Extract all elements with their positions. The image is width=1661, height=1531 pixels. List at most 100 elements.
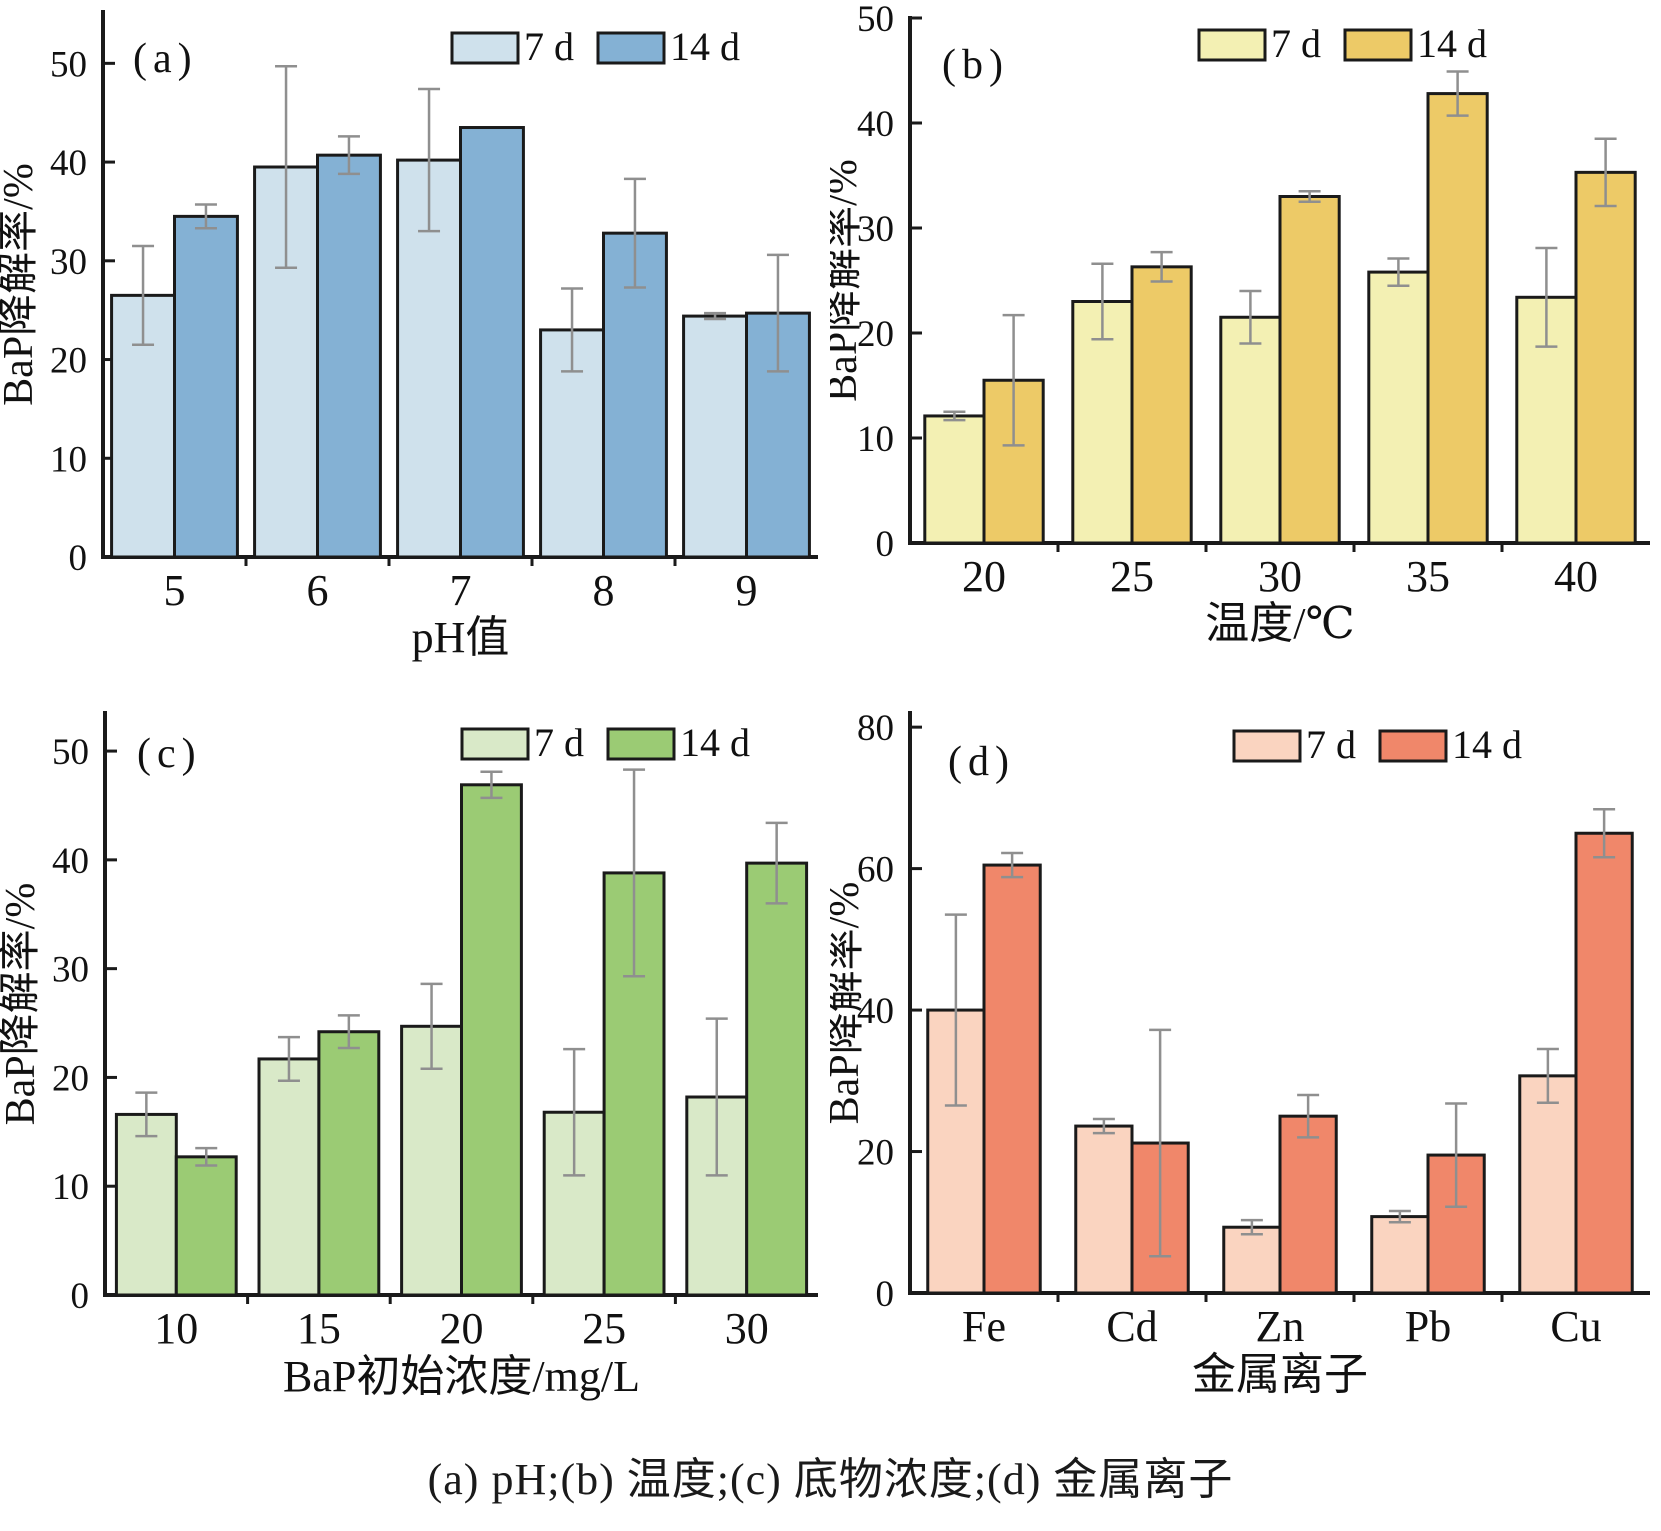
legend-label: 14 d [1452,722,1522,767]
legend-swatch-14d [1378,729,1448,763]
bar-14d-Cu [1574,831,1634,1295]
error-bar-7d-20 [420,982,443,1070]
y-tick-label: 50 [857,0,894,40]
error-bar-14d-Zn [1297,1093,1320,1139]
legend-swatch-7d [450,31,520,65]
bar-7d-Pb [1370,1215,1430,1295]
panel-b-temperature: 0 10 20 30 40 50 (b) 7 d 14 d 温度/℃ BaP降解率/% 20 25 30 3… [830,0,1661,665]
y-tick-label: 40 [857,991,894,1032]
error-bar-14d-Cu [1593,807,1616,859]
y-axis-title: BaP降解率/% [0,163,42,406]
y-tick-label: 50 [52,732,89,773]
bar-7d-35 [1367,270,1430,545]
legend-swatch-7d [1197,28,1267,62]
error-bar-14d-8 [623,177,646,289]
x-category-label: 20 [440,1304,484,1353]
panel-letter: (b) [942,42,1009,88]
error-bar-14d-9 [766,253,789,373]
legend-label: 7 d [1306,722,1356,767]
y-tick-label: 0 [876,524,895,565]
x-category-label: 6 [307,566,329,615]
bar-7d-9 [682,314,749,559]
x-category-label: 25 [582,1304,626,1353]
x-axis-title: 金属离子 [1192,1350,1368,1399]
x-axis-title: pH值 [412,613,510,662]
y-tick-label: 20 [857,1133,894,1174]
error-bar-7d-20 [943,410,966,422]
error-bar-7d-40 [1535,246,1558,348]
error-bar-14d-20 [1002,313,1025,447]
error-bar-14d-5 [194,203,217,230]
error-bar-7d-5 [132,244,155,346]
y-tick-label: 0 [69,538,88,579]
panel-a-ph: 0 10 20 30 40 50 (a) 7 d 14 d pH值 BaP降解率/% 5 6 7 8 9 [0,0,830,665]
bar-14d-5 [173,214,239,559]
error-bar-14d-30 [765,821,788,905]
bar-14d-35 [1426,92,1489,545]
error-bar-7d-Cu [1536,1047,1559,1104]
y-tick-label: 20 [857,314,894,355]
legend-swatch-7d [460,727,530,761]
x-category-label: 5 [164,566,186,615]
bar-14d-30 [1278,195,1341,545]
bar-14d-15 [317,1030,381,1297]
bar-14d-Fe [982,863,1042,1295]
x-category-label: 30 [1258,552,1302,601]
x-category-label: Cu [1550,1302,1601,1351]
x-category-label: 30 [725,1304,769,1353]
error-bar-7d-15 [277,1035,300,1082]
error-bar-14d-Pb [1445,1102,1468,1208]
panel-letter: (a) [133,36,198,82]
bar-7d-Cu [1518,1074,1578,1295]
y-tick-label: 30 [52,950,89,991]
x-category-label: Zn [1256,1302,1305,1351]
error-bar-7d-7 [418,87,441,233]
legend-label: 7 d [524,24,574,69]
y-tick-label: 10 [50,439,87,480]
x-category-label: Cd [1106,1302,1157,1351]
bar-14d-20 [460,783,523,1297]
error-bar-14d-35 [1446,70,1469,117]
panel-d-metal-ions: 0 20 40 60 80 (d) 7 d 14 d 金属离子 BaP降解率/% Fe Cd Zn Pb C… [830,665,1661,1415]
x-axis-title: BaP初始浓度/mg/L [283,1352,640,1401]
legend-label: 14 d [680,720,750,765]
y-axis-title: BaP降解率/% [0,883,44,1126]
bar-14d-30 [745,861,809,1297]
y-axis-title: BaP降解率/% [830,159,866,402]
y-axis-title: BaP降解率/% [830,882,868,1125]
x-category-label: 35 [1406,552,1450,601]
chart-a-ph-bar-chart: 0 10 20 30 40 50 (a) 7 d 14 d pH值 BaP降解率/% 5 6 7 8 9 [0,10,818,662]
y-tick-label: 30 [50,242,87,283]
bar-7d-20 [923,414,986,545]
legend-label: 14 d [670,24,740,69]
chart-d-metal-ion-bar-chart: 0 20 40 60 80 (d) 7 d 14 d 金属离子 BaP降解率/% Fe Cd Zn Pb C… [830,708,1650,1399]
error-bar-7d-10 [135,1091,158,1138]
bar-7d-Cd [1074,1124,1134,1295]
bar-7d-30 [1219,315,1282,545]
error-bar-14d-20 [480,770,503,800]
y-tick-label: 0 [876,1274,895,1315]
error-bar-7d-6 [275,65,298,269]
y-tick-label: 40 [50,143,87,184]
error-bar-14d-Fe [1001,851,1024,879]
error-bar-14d-40 [1594,137,1617,208]
error-bar-7d-25 [563,1047,586,1177]
error-bar-14d-25 [1150,250,1173,283]
x-category-label: Fe [962,1302,1006,1351]
legend-swatch-14d [1343,28,1413,62]
x-category-label: Pb [1405,1302,1451,1351]
figure-grid: 0 10 20 30 40 50 (a) 7 d 14 d pH值 BaP降解率/% 5 6 7 8 9 0 1… [0,0,1661,1415]
bar-14d-7 [459,126,525,559]
x-axis-title: 温度/℃ [1205,599,1354,648]
error-bar-7d-35 [1387,257,1410,287]
y-tick-label: 40 [52,841,89,882]
y-tick-label: 80 [857,708,894,749]
error-bar-7d-Zn [1240,1218,1263,1236]
legend-label: 14 d [1417,21,1487,66]
x-category-label: 9 [736,566,758,615]
error-bar-14d-15 [337,1014,360,1050]
error-bar-7d-9 [704,311,727,321]
legend-label: 7 d [1271,21,1321,66]
error-bar-14d-6 [337,135,360,176]
